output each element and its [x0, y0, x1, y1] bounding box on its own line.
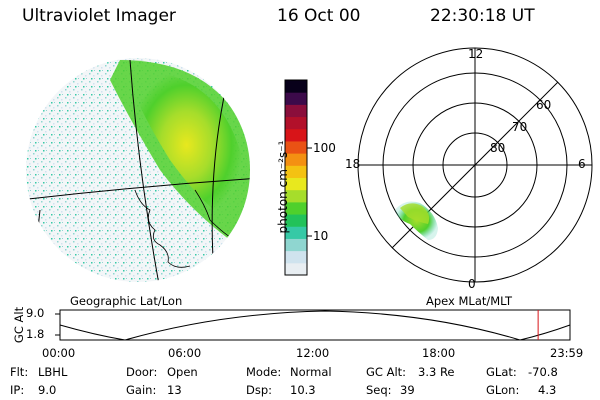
instrument-title: Ultraviolet Imager — [22, 6, 176, 26]
ip-label: IP: — [10, 383, 25, 397]
colorbar — [285, 80, 307, 276]
colorbar-swatch — [285, 262, 307, 276]
orbit-plot — [55, 309, 571, 341]
polar-lat-80: 80 — [490, 141, 506, 155]
orbit-altitude-curve — [59, 310, 571, 341]
colorbar-swatch — [285, 201, 307, 215]
orbit-y-axis-label: GC Alt — [12, 306, 26, 344]
polar-mlt-18: 18 — [345, 157, 361, 171]
door-value: Open — [167, 365, 198, 379]
geographic-map-label: Geographic Lat/Lon — [70, 294, 183, 308]
orbit-y-tick-9: 9.0 — [26, 306, 45, 320]
seq-value: 39 — [400, 383, 415, 397]
dsp-label: Dsp: — [246, 383, 273, 397]
glon-value: 4.3 — [538, 383, 557, 397]
orbit-x-tick-2359: 23:59 — [550, 346, 584, 360]
geographic-map — [26, 58, 250, 282]
colorbar-tick-label-100: 100 — [313, 141, 336, 155]
colorbar-swatch — [285, 250, 307, 264]
dsp-value: 10.3 — [290, 383, 316, 397]
glat-label: GLat: — [486, 365, 517, 379]
glon-label: GLon: — [486, 383, 520, 397]
colorbar-swatch — [285, 189, 307, 203]
gain-value: 13 — [167, 383, 182, 397]
colorbar-swatch — [285, 153, 307, 166]
orbit-x-tick-0000: 00:00 — [42, 346, 76, 360]
polar-mlt-12: 12 — [468, 47, 484, 61]
time-label: 22:30:18 UT — [430, 6, 535, 26]
orbit-plot-frame — [59, 309, 571, 341]
polar-aurora-core — [400, 203, 430, 224]
colorbar-swatch — [285, 238, 307, 252]
orbit-x-tick-1800: 18:00 — [422, 346, 456, 360]
colorbar-swatch — [285, 165, 307, 178]
colorbar-swatch — [285, 92, 307, 105]
polar-lat-70: 70 — [512, 120, 528, 134]
flt-value: LBHL — [38, 365, 68, 379]
polar-map-label: Apex MLat/MLT — [426, 294, 513, 308]
polar-mlt-0: 0 — [468, 277, 476, 291]
orbit-x-tick-1200: 12:00 — [296, 346, 330, 360]
gc-alt-label: GC Alt: — [366, 365, 407, 379]
colorbar-swatch — [285, 177, 307, 191]
polar-lat-60: 60 — [536, 98, 552, 112]
seq-label: Seq: — [366, 383, 392, 397]
orbit-y-tick-1-8: 1.8 — [26, 327, 45, 341]
colorbar-tick-label-10: 10 — [313, 229, 329, 243]
colorbar-swatch — [285, 214, 307, 227]
colorbar-label: photon cm⁻²s⁻¹ — [276, 140, 290, 234]
mode-value: Normal — [290, 365, 332, 379]
gain-label: Gain: — [126, 383, 157, 397]
colorbar-swatch — [285, 128, 307, 142]
colorbar-swatch — [285, 140, 307, 154]
polar-map — [357, 47, 593, 283]
colorbar-swatch — [285, 80, 307, 93]
colorbar-swatch — [285, 104, 307, 118]
polar-mlt-6: 6 — [578, 157, 586, 171]
mode-label: Mode: — [246, 365, 282, 379]
orbit-x-tick-0600: 06:00 — [168, 346, 202, 360]
door-label: Door: — [126, 365, 158, 379]
date-label: 16 Oct 00 — [277, 6, 361, 26]
ip-value: 9.0 — [38, 383, 57, 397]
flt-label: Flt: — [10, 365, 29, 379]
glat-value: -70.8 — [528, 365, 558, 379]
colorbar-swatch — [285, 226, 307, 239]
colorbar-frame — [284, 79, 308, 276]
gc-alt-value: 3.3 Re — [418, 365, 455, 379]
colorbar-swatch — [285, 116, 307, 130]
